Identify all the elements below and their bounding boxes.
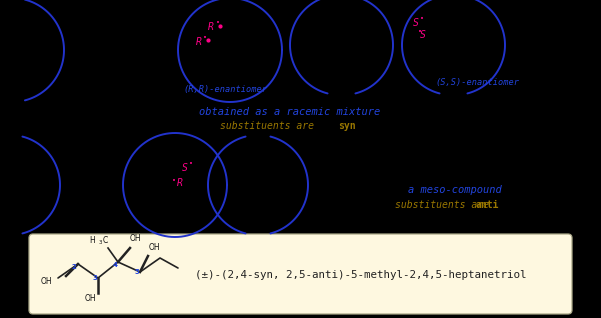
Text: C: C [103, 236, 108, 245]
Text: OH: OH [130, 234, 142, 243]
Text: 5: 5 [135, 269, 140, 275]
Text: S: S [420, 30, 426, 40]
Text: 3: 3 [93, 275, 98, 281]
Text: S: S [182, 163, 188, 173]
Text: OH: OH [149, 243, 160, 252]
Text: •: • [418, 29, 422, 35]
Text: •: • [420, 16, 424, 22]
FancyBboxPatch shape [29, 234, 572, 314]
Text: (S,S)-enantiomer: (S,S)-enantiomer [435, 78, 519, 87]
Text: (R,R)-enantiomer: (R,R)-enantiomer [183, 85, 267, 94]
Text: R: R [177, 178, 183, 188]
Text: S: S [413, 18, 419, 28]
Text: •: • [216, 20, 220, 26]
Text: obtained as a racemic mixture: obtained as a racemic mixture [200, 107, 380, 117]
Text: R: R [196, 37, 202, 47]
Text: a meso-compound: a meso-compound [408, 185, 502, 195]
Text: OH: OH [40, 277, 52, 286]
Text: (±)-(2,4-syn, 2,5-anti)-5-methyl-2,4,5-heptanetriol: (±)-(2,4-syn, 2,5-anti)-5-methyl-2,4,5-h… [195, 270, 526, 280]
Text: substituents are: substituents are [395, 200, 495, 210]
Text: 3: 3 [99, 240, 103, 245]
Text: 2: 2 [72, 264, 77, 270]
Text: anti: anti [475, 200, 498, 210]
Text: H: H [90, 236, 95, 245]
Text: •: • [203, 35, 207, 41]
Text: •: • [189, 161, 193, 167]
Text: OH: OH [84, 294, 96, 303]
Text: •: • [172, 178, 176, 184]
Text: substituents are: substituents are [220, 121, 320, 131]
Text: syn: syn [338, 121, 356, 131]
Text: 4: 4 [113, 262, 118, 268]
Text: R: R [208, 22, 214, 32]
